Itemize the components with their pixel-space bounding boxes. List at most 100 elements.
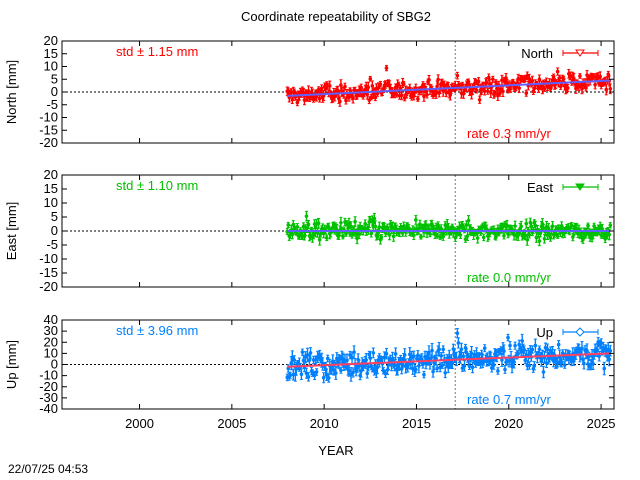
data-point (332, 223, 336, 227)
data-point (347, 221, 351, 226)
data-point (421, 362, 425, 367)
data-point (530, 79, 535, 83)
data-point (492, 363, 496, 367)
y-tick-label: -20 (39, 135, 58, 150)
data-point (350, 356, 354, 360)
data-point (587, 354, 591, 359)
data-point (458, 355, 463, 359)
data-point (369, 231, 374, 236)
data-point (586, 362, 590, 366)
data-point (534, 235, 539, 240)
data-point (414, 367, 418, 372)
data-point (394, 92, 399, 97)
data-point (520, 339, 524, 343)
x-tick-label: 2005 (217, 416, 246, 431)
rate-label: rate 0.3 mm/yr (467, 126, 551, 141)
data-point (440, 363, 444, 368)
data-point (393, 85, 398, 90)
data-point (591, 232, 595, 237)
data-point (391, 234, 396, 239)
data-point (437, 347, 441, 352)
data-point (321, 375, 326, 380)
data-point (555, 69, 560, 74)
data-point (501, 89, 505, 94)
data-point (412, 354, 416, 358)
legend: Up (536, 325, 599, 340)
data-point (418, 222, 422, 227)
data-point (557, 76, 562, 80)
data-point (530, 347, 535, 352)
data-point (601, 345, 606, 350)
data-point (508, 343, 512, 348)
data-point (486, 75, 491, 80)
data-point (488, 90, 493, 95)
data-point (519, 224, 523, 229)
data-point (455, 73, 460, 78)
data-point (496, 369, 500, 373)
data-point (431, 369, 435, 374)
data-point (607, 357, 612, 362)
data-point (292, 358, 297, 362)
data-point (482, 346, 487, 350)
data-point (562, 363, 567, 367)
data-point (382, 355, 387, 360)
data-point (474, 88, 479, 93)
data-point (533, 223, 538, 228)
data-point (314, 370, 319, 374)
y-tick-label: 20 (44, 167, 58, 182)
y-tick-label: -20 (39, 279, 58, 294)
trend-line (287, 79, 611, 97)
data-point (441, 89, 445, 93)
data-point (484, 227, 489, 231)
data-point (338, 99, 342, 104)
data-point (425, 92, 429, 97)
data-point (366, 365, 371, 369)
data-point (327, 84, 332, 88)
legend-label: East (527, 180, 553, 195)
legend-marker (575, 49, 585, 57)
data-point (481, 235, 486, 240)
data-point (541, 370, 546, 374)
y-tick-label: 10 (44, 59, 58, 74)
legend: East (527, 180, 599, 195)
data-point (384, 351, 389, 356)
data-point (416, 97, 420, 101)
y-tick-label: -15 (39, 122, 58, 137)
data-point (525, 74, 530, 78)
data-point (399, 93, 404, 98)
data-point (584, 85, 588, 90)
data-point (545, 347, 550, 352)
data-point (474, 352, 479, 357)
data-point (591, 361, 595, 366)
rate-label: rate 0.7 mm/yr (467, 392, 551, 407)
data-point (392, 363, 397, 368)
data-point (533, 343, 538, 348)
data-point (307, 358, 312, 362)
data-point (306, 222, 311, 227)
data-point (585, 348, 589, 353)
data-point (339, 83, 343, 87)
data-point (317, 237, 322, 242)
data-point (310, 371, 315, 375)
data-point (559, 360, 564, 365)
rate-label: rate 0.0 mm/yr (467, 270, 551, 285)
data-point (348, 353, 352, 357)
data-point (524, 221, 529, 226)
data-points (285, 210, 613, 247)
data-point (440, 80, 444, 85)
data-point (541, 226, 546, 230)
std-label: std ± 1.10 mm (116, 178, 198, 193)
data-point (379, 235, 384, 239)
data-point (359, 369, 363, 373)
data-point (286, 223, 291, 227)
data-point (598, 224, 602, 229)
data-point (324, 236, 329, 240)
data-point (477, 97, 482, 102)
data-point (493, 92, 497, 96)
data-point (316, 221, 321, 226)
data-point (313, 358, 318, 362)
data-point (341, 234, 345, 239)
data-point (304, 371, 309, 376)
data-point (607, 232, 612, 237)
data-point (434, 91, 438, 96)
